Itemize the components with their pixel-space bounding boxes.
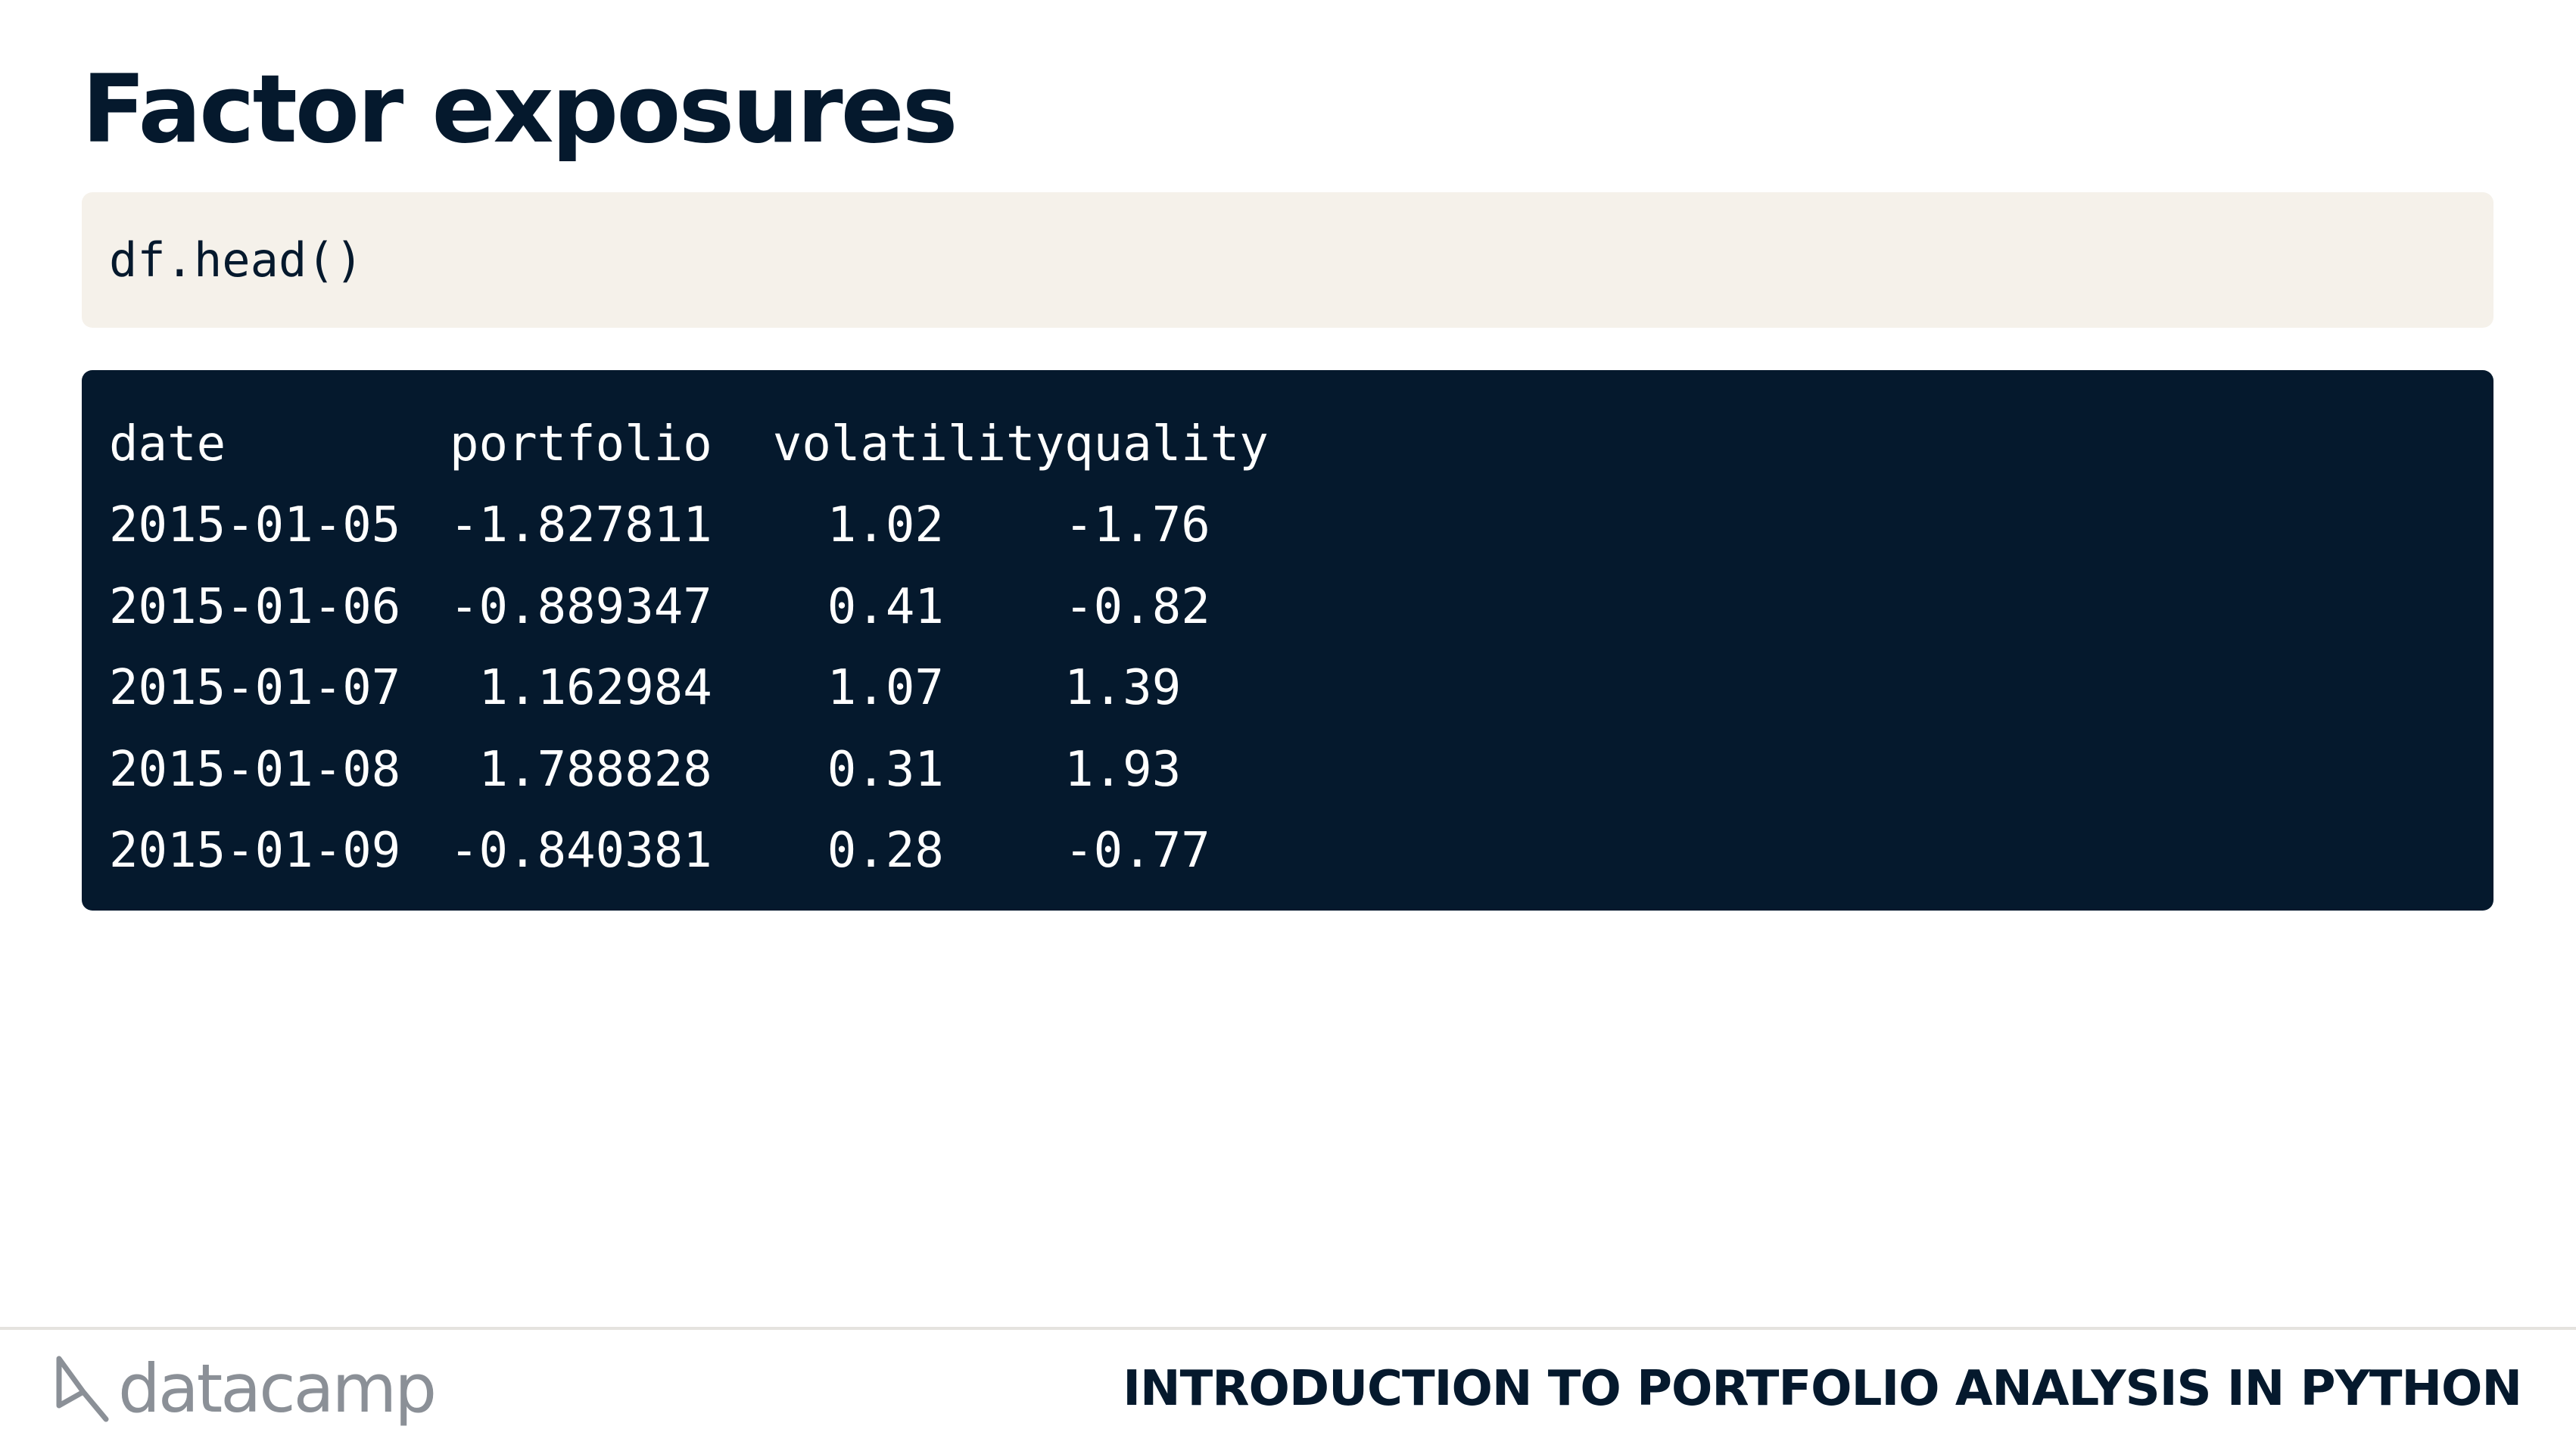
cell-portfolio: -0.840381 [450,823,712,880]
course-title: INTRODUCTION TO PORTFOLIO ANALYSIS IN PY… [1123,1361,2522,1417]
cell-date: 2015-01-06 [109,578,401,635]
cell-quality: 1.93 [1064,741,1182,798]
table-row: 2015-01-07 1.162984 1.07 1.39 [109,648,1269,730]
column-header-quality: quality [1064,416,1269,472]
cell-portfolio: 1.162984 [478,660,712,717]
cell-volatility: 1.07 [827,660,944,717]
cell-volatility: 0.41 [827,578,944,635]
cell-volatility: 1.02 [827,497,944,554]
table-row: 2015-01-05 -1.827811 1.02 -1.76 [109,485,1269,567]
column-header-date: date [109,416,226,472]
cell-quality: 1.39 [1064,660,1182,717]
cell-portfolio: -1.827811 [450,497,712,554]
cell-quality: -0.77 [1064,823,1210,880]
code-text: df.head() [109,232,363,288]
cell-volatility: 0.31 [827,741,944,798]
dataframe-table: date portfolio volatility quality 2015-0… [109,403,1269,892]
cell-date: 2015-01-05 [109,497,401,554]
cell-date: 2015-01-09 [109,823,401,880]
column-header-volatility: volatility [772,416,1065,472]
table-row: 2015-01-08 1.788828 0.31 1.93 [109,729,1269,811]
table-header-row: date portfolio volatility quality [109,403,1269,485]
cell-volatility: 0.28 [827,823,944,880]
cell-quality: -0.82 [1064,578,1210,635]
table-row: 2015-01-06 -0.889347 0.41 -0.82 [109,566,1269,648]
datacamp-logo-icon [56,1356,109,1422]
cell-date: 2015-01-07 [109,660,401,717]
cell-portfolio: -0.889347 [450,578,712,635]
slide-title: Factor exposures [82,55,958,164]
logo-wordmark: datacamp [118,1350,437,1428]
datacamp-logo: datacamp [53,1350,437,1428]
column-header-portfolio: portfolio [450,416,712,472]
cell-portfolio: 1.788828 [478,741,712,798]
cell-quality: -1.76 [1064,497,1210,554]
table-row: 2015-01-09 -0.840381 0.28 -0.77 [109,811,1269,892]
code-cell: df.head() [82,192,2493,328]
cell-date: 2015-01-08 [109,741,401,798]
footer-divider [0,1327,2576,1330]
output-cell: date portfolio volatility quality 2015-0… [82,370,2493,911]
